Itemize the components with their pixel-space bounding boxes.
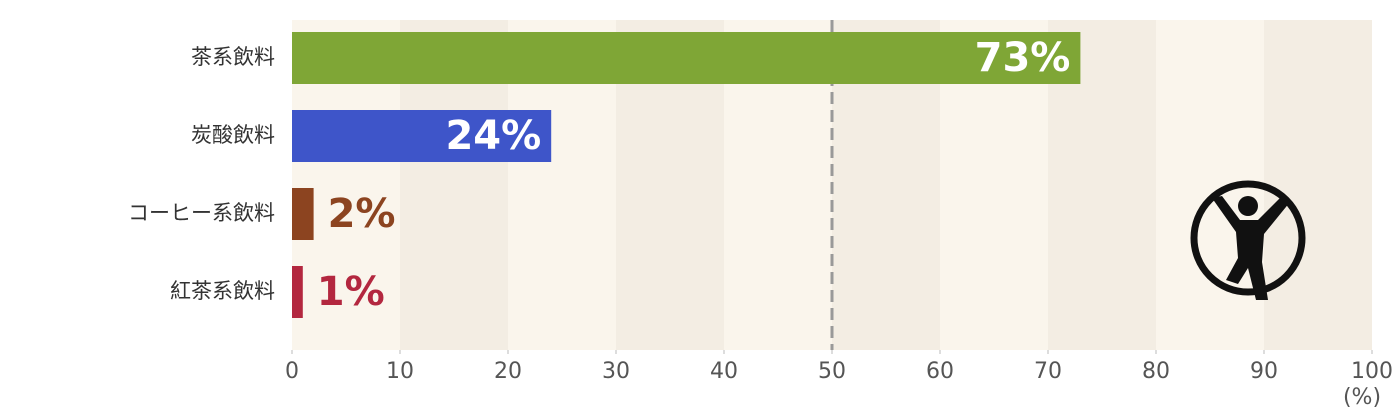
x-tick-label: 30 — [602, 359, 630, 384]
x-unit-label: (%) — [1343, 385, 1381, 410]
x-tick-label: 60 — [926, 359, 954, 384]
x-tick-label: 70 — [1034, 359, 1062, 384]
value-label: 1% — [317, 269, 385, 315]
bar — [292, 266, 303, 318]
bar — [292, 32, 1081, 84]
x-tick-label: 20 — [494, 359, 522, 384]
value-label: 2% — [328, 191, 396, 237]
x-tick-label: 10 — [386, 359, 414, 384]
x-tick-label: 0 — [285, 359, 299, 384]
x-tick-label: 90 — [1250, 359, 1278, 384]
column-band — [1264, 20, 1372, 350]
category-label: コーヒー系飲料 — [128, 201, 275, 225]
category-label: 炭酸飲料 — [191, 123, 275, 147]
bar — [292, 110, 552, 162]
category-label: 茶系飲料 — [191, 45, 275, 69]
value-label: 73% — [975, 35, 1071, 81]
x-tick-label: 50 — [818, 359, 846, 384]
badge-figure — [1212, 196, 1290, 300]
x-tick-label: 40 — [710, 359, 738, 384]
bar — [292, 188, 314, 240]
badge — [1190, 180, 1306, 300]
x-tick-label: 100 — [1351, 359, 1393, 384]
x-tick-label: 80 — [1142, 359, 1170, 384]
badge-ring — [1190, 180, 1306, 296]
category-label: 紅茶系飲料 — [170, 279, 275, 303]
value-label: 24% — [445, 113, 541, 159]
